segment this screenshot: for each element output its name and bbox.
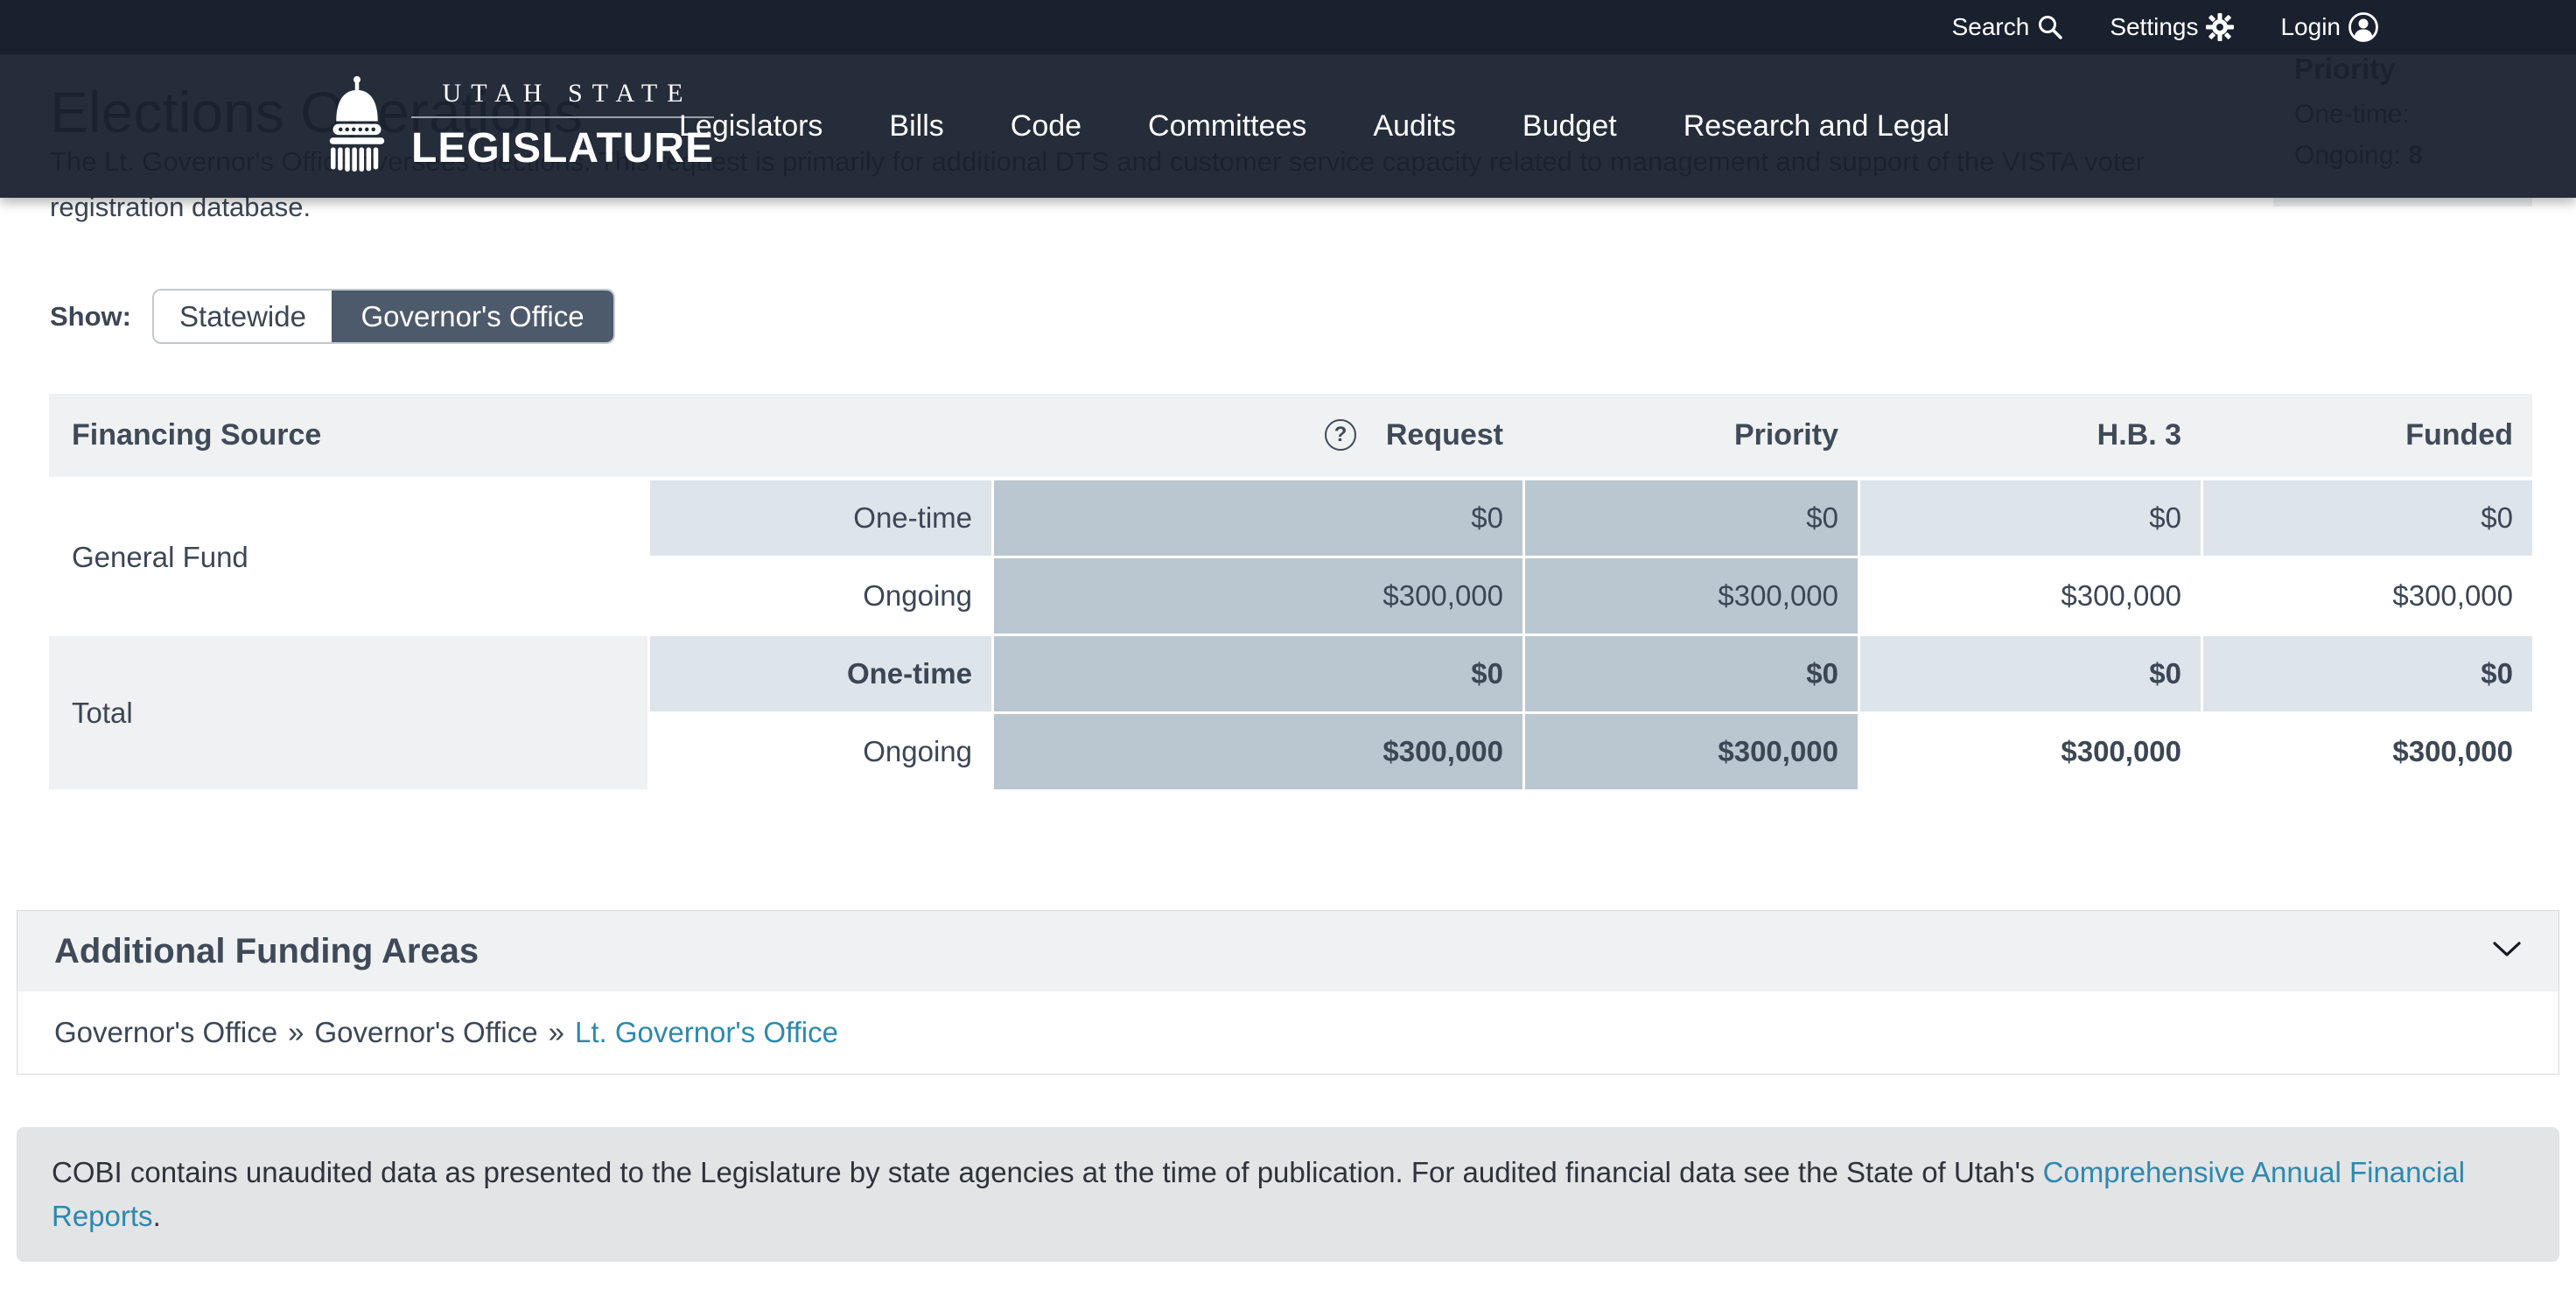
nav-item-audits[interactable]: Audits	[1373, 109, 1456, 143]
cell-total-ongoing-funded: $300,000	[2203, 714, 2532, 789]
cell-gf-ongoing-hb3: $300,000	[1860, 558, 2201, 634]
settings-label: Settings	[2110, 13, 2199, 40]
show-row: Show: Statewide Governor's Office	[50, 289, 615, 344]
row-type-label: One-time	[650, 480, 991, 556]
breadcrumb-item: Governor's Office	[314, 1016, 538, 1048]
search-button[interactable]: Search	[1952, 13, 2065, 41]
cell-gf-onetime-priority: $0	[1525, 480, 1858, 556]
brand-text: UTAH STATE LEGISLATURE	[411, 79, 715, 172]
breadcrumb-separator: »	[548, 1016, 564, 1048]
search-icon	[2036, 13, 2064, 41]
row-label-general-fund: General Fund	[49, 480, 648, 634]
col-header-funded: Funded	[2405, 418, 2513, 452]
breadcrumb: Governor's Office » Governor's Office » …	[18, 991, 2558, 1074]
row-label-total: Total	[49, 636, 648, 789]
row-type-label: One-time	[650, 636, 991, 711]
site-logo[interactable]: UTAH STATE LEGISLATURE	[322, 72, 715, 179]
col-header-priority: Priority	[1733, 418, 1838, 452]
cell-gf-onetime-hb3: $0	[1860, 480, 2201, 556]
brand-utah-state: UTAH STATE	[442, 79, 693, 108]
login-label: Login	[2280, 13, 2341, 40]
utility-bar: Search Settings Login	[0, 0, 2576, 54]
cell-total-ongoing-hb3: $300,000	[1860, 714, 2201, 789]
disclaimer-suffix: .	[152, 1200, 161, 1232]
brand-divider	[411, 116, 715, 118]
cell-gf-ongoing-funded: $300,000	[2203, 558, 2532, 634]
main-navbar: UTAH STATE LEGISLATURE Legislators Bills…	[0, 54, 2576, 198]
help-icon[interactable]: ?	[1325, 419, 1356, 451]
brand-legislature: LEGISLATURE	[411, 125, 715, 172]
toggle-governors-office[interactable]: Governor's Office	[332, 291, 613, 342]
cell-gf-ongoing-request: $300,000	[994, 558, 1522, 634]
col-header-financing-source: Financing Source	[72, 418, 322, 452]
nav-item-budget[interactable]: Budget	[1522, 109, 1617, 143]
nav-item-code[interactable]: Code	[1010, 109, 1082, 143]
nav-item-bills[interactable]: Bills	[889, 109, 944, 143]
chevron-down-icon[interactable]	[2492, 940, 2522, 963]
login-button[interactable]: Login	[2280, 11, 2379, 43]
nav-menu: Legislators Bills Code Committees Audits…	[679, 54, 1950, 198]
additional-funding-title: Additional Funding Areas	[54, 931, 480, 970]
nav-item-research-and-legal[interactable]: Research and Legal	[1683, 109, 1950, 143]
nav-item-committees[interactable]: Committees	[1148, 109, 1307, 143]
additional-funding-header[interactable]: Additional Funding Areas	[18, 911, 2558, 991]
cell-total-onetime-request: $0	[994, 636, 1522, 711]
capitol-icon	[322, 72, 392, 179]
user-icon	[2348, 11, 2379, 43]
cell-total-onetime-hb3: $0	[1860, 636, 2201, 711]
row-type-label: Ongoing	[650, 558, 991, 634]
cobi-disclaimer: COBI contains unaudited data as presente…	[17, 1127, 2559, 1262]
cell-gf-onetime-funded: $0	[2203, 480, 2532, 556]
search-label: Search	[1951, 13, 2030, 40]
toggle-statewide[interactable]: Statewide	[154, 291, 332, 342]
col-header-request: Request	[1385, 418, 1503, 452]
show-label: Show:	[50, 300, 131, 332]
cafr-link[interactable]: Comprehensive Annual Financial Reports	[52, 1156, 2466, 1232]
cell-total-ongoing-request: $300,000	[994, 714, 1522, 789]
gear-icon	[2205, 12, 2235, 42]
col-header-hb3: H.B. 3	[2096, 418, 2181, 452]
breadcrumb-separator: »	[288, 1016, 304, 1048]
settings-button[interactable]: Settings	[2110, 12, 2235, 42]
breadcrumb-link-lt-governors-office[interactable]: Lt. Governor's Office	[574, 1016, 838, 1048]
nav-item-legislators[interactable]: Legislators	[679, 109, 823, 143]
cell-gf-ongoing-priority: $300,000	[1525, 558, 1858, 634]
cell-total-onetime-priority: $0	[1525, 636, 1858, 711]
cell-total-onetime-funded: $0	[2203, 636, 2532, 711]
row-type-label: Ongoing	[650, 714, 991, 789]
disclaimer-text: COBI contains unaudited data as presente…	[52, 1156, 2043, 1188]
cell-total-ongoing-priority: $300,000	[1525, 714, 1858, 789]
financing-table-header: Financing Source Request Priority H.B. 3…	[49, 394, 2532, 477]
cell-gf-onetime-request: $0	[994, 480, 1522, 556]
financing-table: Financing Source Request Priority H.B. 3…	[49, 394, 2532, 789]
breadcrumb-item: Governor's Office	[54, 1016, 278, 1048]
show-toggle: Statewide Governor's Office	[152, 289, 615, 344]
additional-funding-card: Additional Funding Areas Governor's Offi…	[17, 910, 2559, 1075]
financing-table-body: General Fund One-time $0 $0 $0 $0 Ongoin…	[49, 480, 2532, 789]
